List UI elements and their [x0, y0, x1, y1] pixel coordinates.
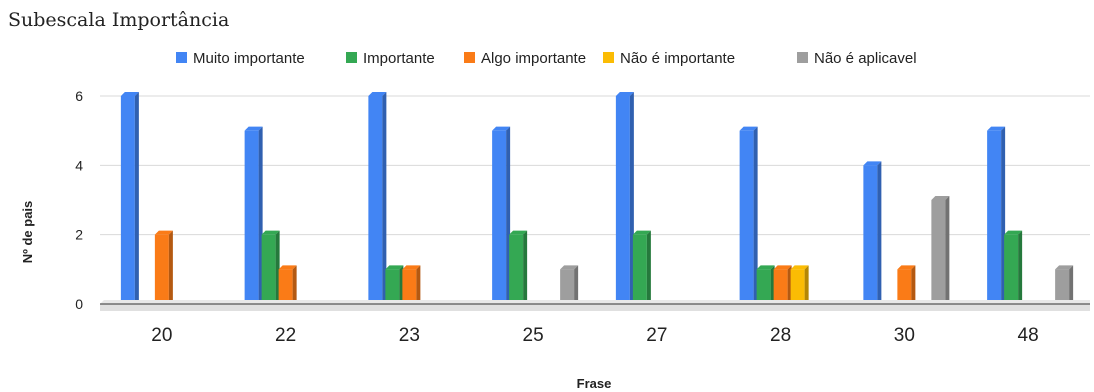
y-axis-ticks: 0 2 4 6 [75, 88, 83, 312]
legend-label: Muito importante [193, 50, 305, 67]
bar [278, 265, 297, 304]
legend-item: Importante [346, 50, 435, 67]
x-tick-label: 22 [275, 325, 296, 346]
bar [756, 265, 775, 304]
legend-item: Não é aplicavel [797, 50, 917, 67]
legend-item: Não é importante [603, 50, 735, 67]
x-axis-ticks: 20 22 23 25 27 28 30 48 [151, 325, 1038, 346]
bar [509, 230, 528, 304]
legend-item: Muito importante [176, 50, 305, 67]
y-tick-label: 4 [75, 157, 83, 173]
legend-swatch [346, 52, 357, 63]
bar [790, 265, 809, 304]
bar [632, 230, 651, 304]
x-tick-label: 20 [151, 325, 172, 346]
y-tick-label: 2 [75, 227, 83, 243]
legend-swatch [797, 52, 808, 63]
bar [863, 161, 882, 304]
y-tick-label: 0 [75, 296, 83, 312]
bar [1004, 230, 1023, 304]
x-tick-label: 48 [1018, 325, 1039, 346]
bar [368, 92, 387, 304]
bar [773, 265, 792, 304]
x-tick-label: 30 [894, 325, 915, 346]
legend-swatch [176, 52, 187, 63]
bar [1055, 265, 1074, 304]
legend: Muito importante Importante Algo important… [176, 50, 917, 67]
bar [261, 230, 280, 304]
legend-swatch [603, 52, 614, 63]
bar [120, 92, 139, 304]
bar [402, 265, 421, 304]
y-axis-title: Nº de pais [20, 201, 35, 264]
bar [897, 265, 916, 304]
legend-label: Importante [363, 50, 435, 67]
bar [560, 265, 579, 304]
chart-title: Subescala Importância [8, 9, 229, 31]
bar [385, 265, 404, 304]
x-tick-label: 25 [523, 325, 544, 346]
bars [120, 92, 1074, 305]
plot-floor [100, 300, 1090, 311]
x-tick-label: 27 [646, 325, 667, 346]
bar [739, 126, 758, 305]
legend-swatch [464, 52, 475, 63]
y-tick-label: 6 [75, 88, 83, 104]
legend-item: Algo importante [464, 50, 586, 67]
x-tick-label: 28 [770, 325, 791, 346]
bar [931, 196, 950, 304]
x-axis-title: Frase [577, 376, 612, 391]
legend-label: Algo importante [481, 50, 586, 67]
bar [154, 230, 173, 304]
bar [492, 126, 511, 305]
bar [615, 92, 634, 304]
x-tick-label: 23 [399, 325, 420, 346]
bar [987, 126, 1006, 305]
legend-label: Não é aplicavel [814, 50, 917, 67]
bar [244, 126, 263, 305]
legend-label: Não é importante [620, 50, 735, 67]
